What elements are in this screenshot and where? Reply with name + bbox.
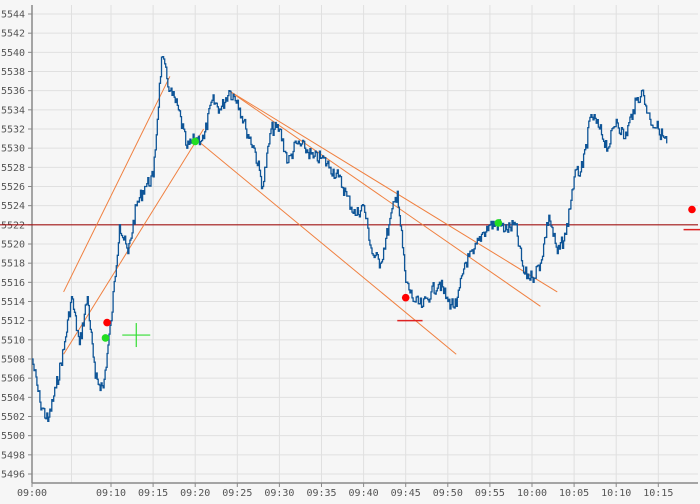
buy-marker-icon xyxy=(494,219,503,227)
x-tick-label: 10:10 xyxy=(601,488,631,499)
y-tick-label: 5542 xyxy=(1,29,25,40)
y-tick-label: 5518 xyxy=(1,259,25,270)
y-tick-label: 5526 xyxy=(1,182,25,193)
x-tick-label: 09:45 xyxy=(391,488,421,499)
x-tick-label: 09:55 xyxy=(475,488,505,499)
level-marks xyxy=(397,228,700,322)
channel-up-lower xyxy=(63,128,205,355)
price-line xyxy=(32,56,668,422)
x-tick-label: 09:40 xyxy=(349,488,379,499)
y-tick-label: 5498 xyxy=(1,450,25,461)
sell-marker-icon xyxy=(401,293,410,302)
sell-marker-icon xyxy=(688,205,696,214)
y-tick-label: 5538 xyxy=(1,67,25,78)
x-tick-label: 10:15 xyxy=(643,488,673,499)
channel-down-1 xyxy=(228,90,558,293)
y-axis: 5496 5498 5500 5502 5504 5506 5508 5510 5512 5514… xyxy=(1,5,33,483)
x-tick-label: 09:10 xyxy=(96,488,126,499)
y-tick-label: 5502 xyxy=(1,412,25,423)
y-tick-label: 5500 xyxy=(1,431,25,442)
trade-markers xyxy=(101,137,696,342)
x-tick-label: 09:20 xyxy=(180,488,210,499)
crosshair-icon xyxy=(122,323,151,348)
channel-down-2 xyxy=(228,90,541,307)
trend-lines xyxy=(63,76,558,355)
y-tick-label: 5530 xyxy=(1,144,25,155)
price-series xyxy=(32,56,668,422)
y-tick-label: 5528 xyxy=(1,163,25,174)
channel-down-3 xyxy=(194,138,457,355)
y-tick-label: 5516 xyxy=(1,278,25,289)
x-tick-label: 09:00 xyxy=(17,488,47,499)
y-tick-label: 5520 xyxy=(1,240,25,251)
y-tick-label: 5544 xyxy=(1,10,25,21)
y-tick-label: 5522 xyxy=(1,220,25,231)
x-tick-label: 10:05 xyxy=(559,488,589,499)
y-tick-label: 5510 xyxy=(1,335,25,346)
y-tick-label: 5534 xyxy=(1,105,25,116)
x-tick-label: 09:30 xyxy=(264,488,294,499)
y-tick-label: 5508 xyxy=(1,355,25,366)
y-tick-label: 5532 xyxy=(1,125,25,136)
sell-marker-icon xyxy=(103,318,111,327)
y-tick-label: 5524 xyxy=(1,201,25,212)
y-tick-label: 5512 xyxy=(1,316,25,327)
y-tick-label: 5514 xyxy=(1,297,25,308)
y-tick-label: 5506 xyxy=(1,374,25,385)
y-tick-label: 5504 xyxy=(1,393,25,404)
y-tick-label: 5496 xyxy=(1,470,25,481)
x-tick-label: 09:50 xyxy=(433,488,463,499)
channel-up-upper xyxy=(63,76,171,293)
x-axis: 09:00 09:10 09:15 09:20 09:25 09:30 09:35 09:40… xyxy=(17,482,698,499)
x-tick-label: 09:35 xyxy=(306,488,336,499)
y-tick-label: 5536 xyxy=(1,86,25,97)
y-tick-label: 5540 xyxy=(1,48,25,59)
buy-marker-icon xyxy=(101,334,110,342)
x-tick-label: 09:15 xyxy=(138,488,168,499)
x-tick-label: 09:25 xyxy=(222,488,252,499)
buy-marker-icon xyxy=(191,137,199,146)
x-tick-label: 10:00 xyxy=(517,488,547,499)
